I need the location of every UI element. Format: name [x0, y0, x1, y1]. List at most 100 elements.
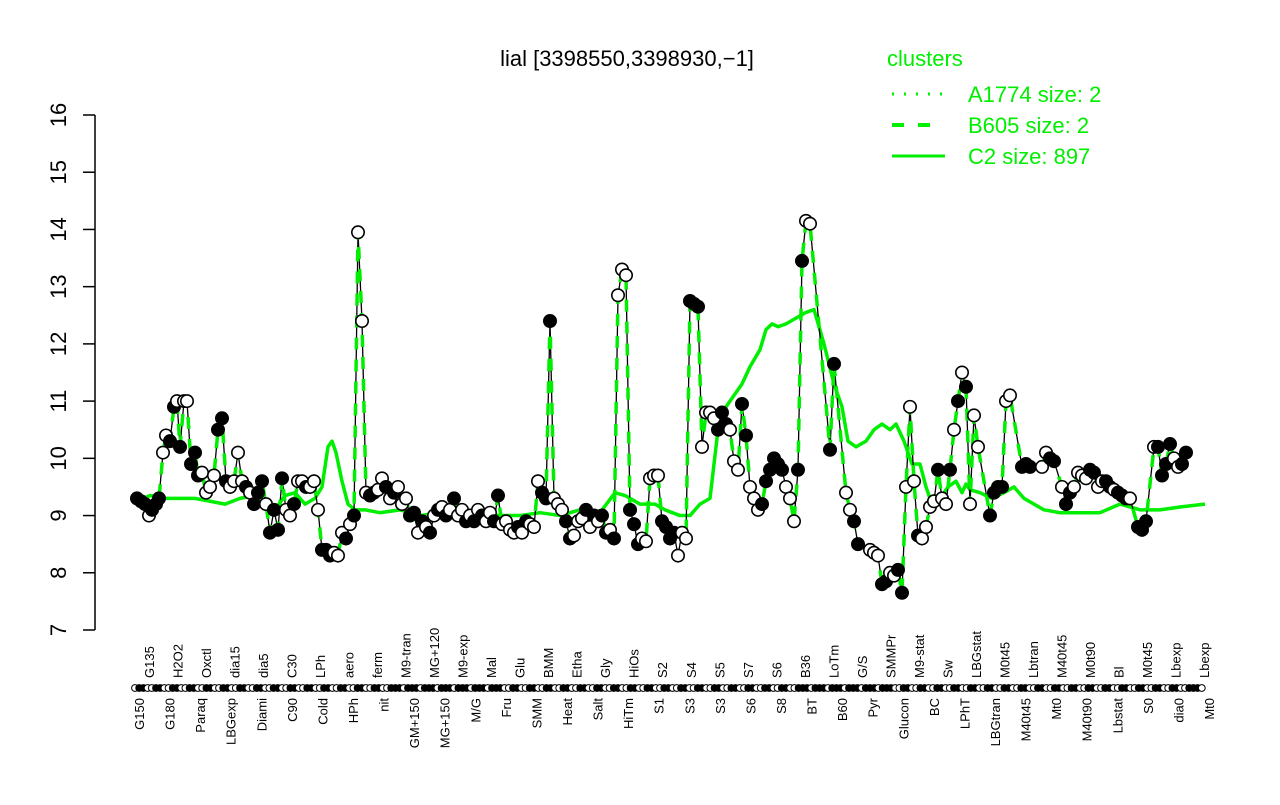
data-point — [542, 313, 557, 328]
data-point — [954, 365, 969, 380]
data-point — [554, 502, 569, 517]
data-point — [994, 479, 1009, 494]
data-point — [422, 525, 437, 540]
x-label-bottom: Lbstat — [1110, 698, 1125, 734]
data-point — [842, 502, 857, 517]
y-tick-label: 14 — [46, 217, 71, 241]
data-point — [203, 479, 218, 494]
data-point — [156, 445, 171, 460]
x-label-top: M9-tran — [399, 633, 414, 678]
data-point — [638, 534, 653, 549]
x-label-top: M40t45 — [1054, 635, 1069, 678]
x-label-bottom: HiTm — [621, 698, 636, 729]
x-label-top: Lbtran — [1026, 641, 1041, 678]
data-point — [946, 422, 961, 437]
data-point — [286, 497, 301, 512]
x-label-top: S5 — [712, 662, 727, 678]
data-point — [274, 471, 289, 486]
data-point — [774, 462, 789, 477]
x-label-bottom: HPh — [346, 698, 361, 723]
x-label-top: M0t45 — [997, 642, 1012, 678]
x-label-bottom: M/G — [468, 698, 483, 723]
data-point — [211, 422, 226, 437]
x-label-top: MG+120 — [427, 628, 442, 678]
data-point — [850, 537, 865, 552]
data-point — [754, 497, 769, 512]
x-marker — [1197, 684, 1206, 692]
x-label-bottom: Pyr — [866, 697, 881, 717]
x-label-top: ferm — [370, 652, 385, 678]
x-label-bottom: M40t90 — [1080, 698, 1095, 741]
data-point — [310, 502, 325, 517]
x-label-bottom: Cold — [315, 698, 330, 725]
data-point — [180, 394, 195, 409]
data-point — [1155, 468, 1170, 483]
x-label-top: S7 — [741, 662, 756, 678]
data-point — [610, 288, 625, 303]
x-label-bottom: S3 — [713, 698, 728, 714]
data-point — [188, 445, 203, 460]
data-point — [526, 519, 541, 534]
data-point — [350, 225, 365, 240]
data-point — [266, 502, 281, 517]
data-point — [730, 462, 745, 477]
x-label-top: Mal — [484, 657, 499, 678]
data-point — [195, 465, 210, 480]
x-label-top: S6 — [769, 662, 784, 678]
data-point — [566, 528, 581, 543]
data-point — [722, 422, 737, 437]
y-tick-label: 12 — [46, 332, 71, 356]
data-point — [1179, 445, 1194, 460]
x-label-bottom: nit — [377, 698, 392, 712]
x-label-top: Lbexp — [1168, 643, 1183, 678]
x-label-top: H2O2 — [171, 644, 186, 678]
data-point — [1047, 454, 1062, 469]
data-point — [914, 531, 929, 546]
data-point — [738, 428, 753, 443]
x-label-top: Bl — [1111, 666, 1126, 678]
x-label-top: M9-stat — [912, 634, 927, 678]
y-tick-label: 9 — [46, 509, 71, 521]
x-label-bottom: Paraq — [193, 698, 208, 733]
y-tick-label: 10 — [46, 446, 71, 470]
x-label-bottom: Diami — [254, 698, 269, 731]
data-point — [1139, 514, 1154, 529]
x-label-bottom: dia0 — [1171, 698, 1186, 723]
data-point — [786, 514, 801, 529]
data-point — [970, 439, 985, 454]
y-tick-label: 11 — [46, 390, 71, 413]
x-label-bottom: Fru — [499, 698, 514, 718]
x-label-bottom: Heat — [560, 698, 575, 726]
x-label-top: aero — [342, 652, 357, 678]
data-point — [902, 399, 917, 414]
x-label-top: M9-exp — [456, 635, 471, 678]
x-label-bottom: MG+150 — [438, 698, 453, 748]
legend-title: clusters — [887, 46, 963, 71]
data-point — [918, 519, 933, 534]
data-point — [778, 479, 793, 494]
x-label-bottom: Salt — [591, 698, 606, 721]
data-point — [406, 505, 421, 520]
x-label-top: LoTm — [826, 645, 841, 678]
data-point — [846, 514, 861, 529]
x-label-bottom: S0 — [1141, 698, 1156, 714]
x-label-top: G135 — [142, 646, 157, 678]
data-point — [650, 468, 665, 483]
data-point — [215, 411, 230, 426]
data-point — [678, 531, 693, 546]
data-point — [694, 439, 709, 454]
x-label-bottom: C90 — [285, 698, 300, 722]
x-label-bottom: BT — [805, 698, 820, 715]
data-point — [714, 405, 729, 420]
data-point — [942, 462, 957, 477]
data-point — [251, 485, 266, 500]
x-label-top: BMM — [541, 648, 556, 678]
x-label-top: Etha — [570, 650, 585, 678]
data-point — [255, 474, 270, 489]
data-point — [734, 396, 749, 411]
x-label-bottom: LPhT — [957, 698, 972, 729]
x-label-top: B36 — [798, 655, 813, 678]
data-point — [742, 479, 757, 494]
x-label-top: Sw — [940, 659, 955, 678]
data-point — [1151, 439, 1166, 454]
